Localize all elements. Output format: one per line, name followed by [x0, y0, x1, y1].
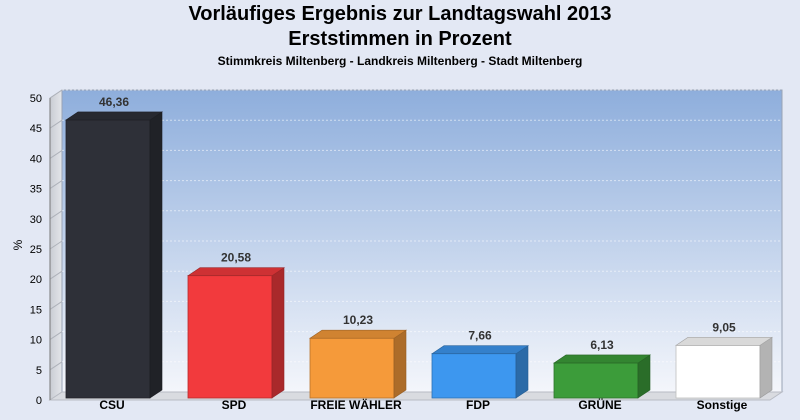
bar-spd [187, 275, 273, 399]
bar-top [553, 354, 651, 364]
gridline-wall [49, 300, 63, 310]
chart-title: Vorläufiges Ergebnis zur Landtagswahl 20… [188, 3, 612, 25]
bar-top [187, 267, 285, 276]
data-label: 9,05 [712, 320, 736, 334]
gridline-wall [49, 180, 63, 190]
bar-side [515, 345, 529, 399]
data-label: 10,23 [343, 313, 373, 327]
bar-grüne [553, 362, 639, 399]
y-tick-label: 40 [30, 153, 42, 165]
gridline-wall [49, 331, 63, 341]
gridline-wall [49, 240, 63, 250]
data-label: 7,66 [468, 329, 492, 343]
y-tick-label: 15 [30, 304, 42, 316]
y-tick-label: 20 [30, 274, 42, 286]
bar-csu [65, 119, 151, 399]
gridline-wall [49, 89, 63, 99]
data-label: 20,58 [221, 251, 251, 265]
y-tick-label: 25 [30, 244, 42, 256]
bar-top [65, 111, 163, 121]
bar-side [759, 336, 773, 399]
y-tick-label: 45 [30, 123, 42, 135]
bar-side [271, 267, 285, 399]
x-tick-label: FDP [466, 398, 490, 412]
data-label: 6,13 [590, 338, 614, 352]
y-tick-label: 30 [30, 214, 42, 226]
bar-side [149, 111, 163, 399]
y-tick-label: 5 [36, 365, 42, 377]
bar-freie-wähler [309, 337, 395, 399]
plot-floor [48, 391, 784, 401]
x-tick-label: CSU [99, 398, 124, 412]
bar-side [393, 329, 407, 399]
x-tick-label: Sonstige [697, 398, 748, 412]
gridline-wall [49, 361, 63, 371]
bar-top [675, 337, 773, 346]
bar-fdp [431, 353, 517, 399]
bar-top [431, 345, 529, 355]
x-tick-label: FREIE WÄHLER [310, 397, 402, 412]
data-label: 46,36 [99, 95, 129, 109]
y-tick-label: 0 [36, 395, 42, 407]
gridline-wall [49, 270, 63, 280]
y-tick-label: 50 [30, 93, 42, 105]
bar-top [309, 329, 407, 339]
chart-subtitle: Erststimmen in Prozent [288, 28, 512, 50]
chart-region-subtitle: Stimmkreis Miltenberg - Landkreis Milten… [217, 54, 583, 68]
gridline-wall [49, 149, 63, 159]
y-tick-label: 35 [30, 184, 42, 196]
x-tick-label: SPD [222, 398, 247, 412]
x-tick-label: GRÜNE [578, 397, 621, 412]
y-tick-label: 10 [30, 335, 42, 347]
gridline-wall [49, 210, 63, 220]
bar-sonstige [675, 344, 761, 399]
y-axis-label: % [11, 239, 25, 250]
gridline-wall [49, 119, 63, 129]
